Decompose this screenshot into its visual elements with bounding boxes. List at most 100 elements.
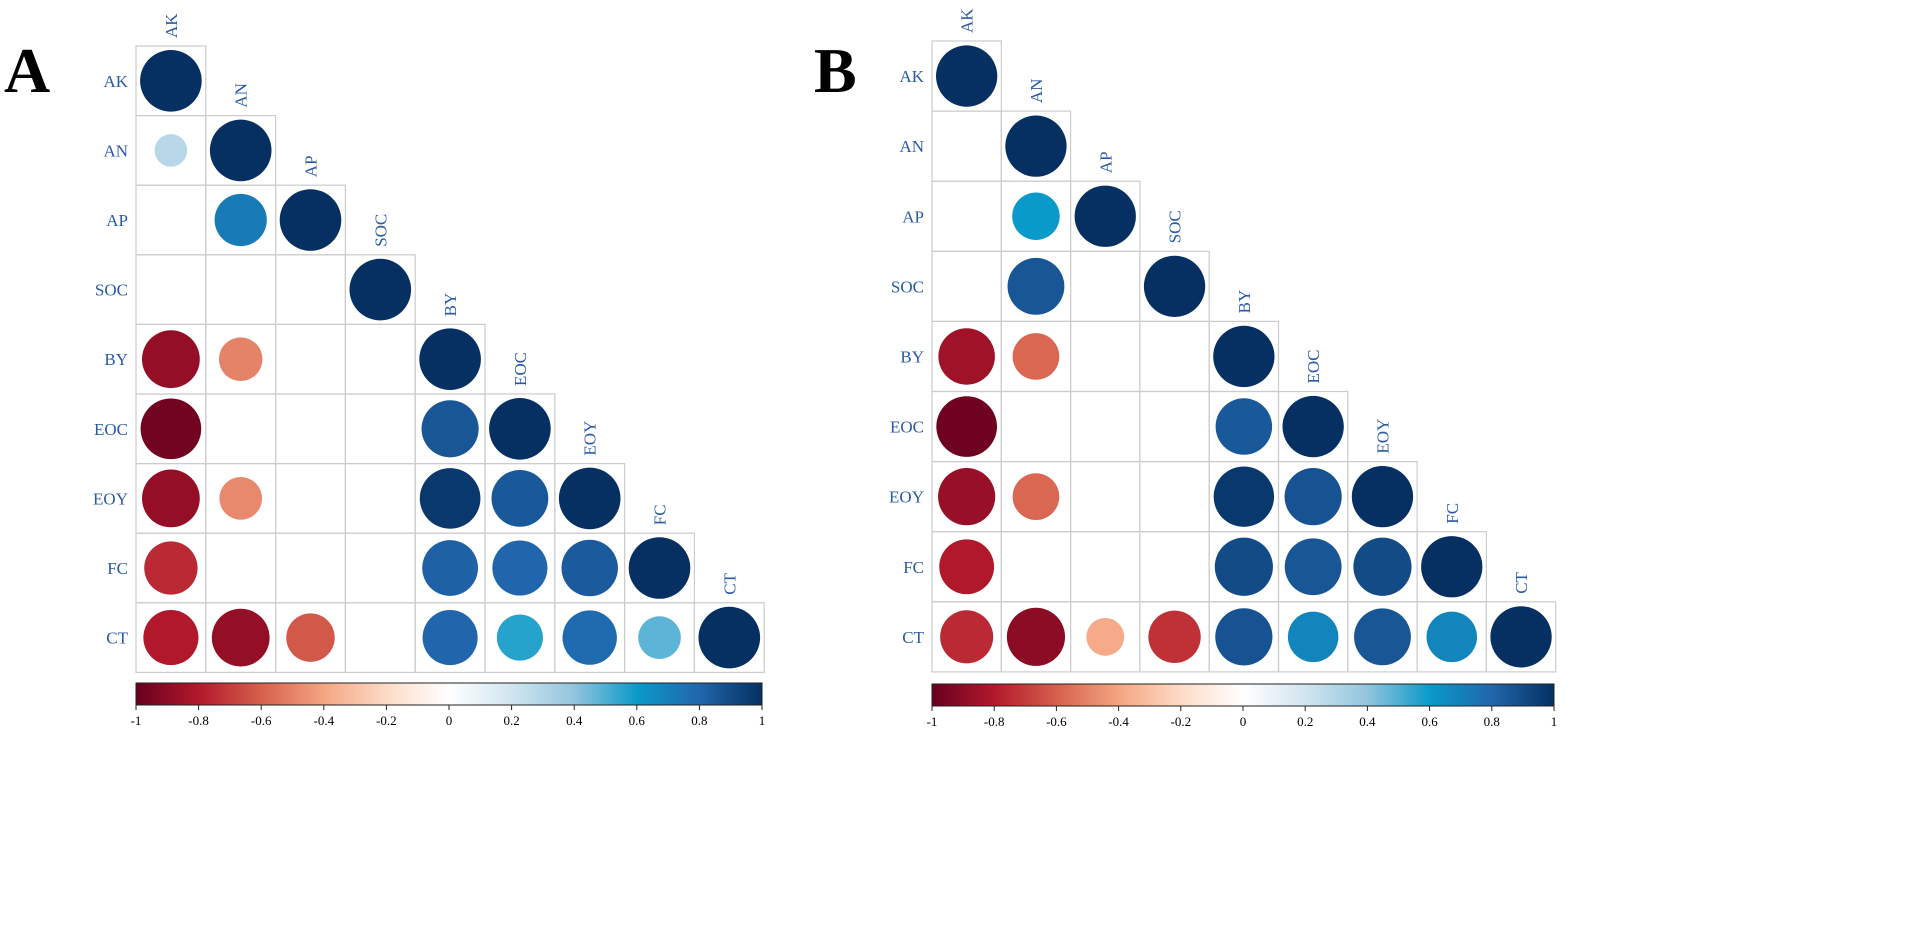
grid-cell-a-fc-an <box>205 532 277 604</box>
corr-circle-b-eoy-an <box>1012 473 1060 520</box>
row-label-a-ct: CT <box>106 629 128 648</box>
corr-circle-b-ak-ak <box>936 45 998 107</box>
colorbar-tick-label-a-1: -0.8 <box>188 713 209 728</box>
row-label-a-an: AN <box>103 141 128 160</box>
grid-cell-a-ct-ct <box>693 602 765 673</box>
corr-circle-b-by-by <box>1213 325 1275 388</box>
corr-circle-b-ct-an <box>1006 607 1066 666</box>
row-label-a-ap: AP <box>106 211 128 230</box>
colorbar-tick-label-b-8: 0.6 <box>1421 714 1438 729</box>
row-label-a-eoy: EOY <box>93 489 128 508</box>
panel-a-correlogram: A AK AN AP SOC BY EOC EOY FC CT AK AN AP SOC BY EOC EOY F… <box>4 13 765 728</box>
corr-circle-b-eoy-eoy <box>1351 466 1414 528</box>
grid-cell-a-fc-ap <box>275 532 347 604</box>
grid-cell-b-fc-soc <box>1139 531 1210 603</box>
col-label-a-by: BY <box>441 293 460 317</box>
corr-circle-a-ap-ap <box>279 189 342 251</box>
colorbar-tick-label-b-3: -0.4 <box>1108 714 1129 729</box>
colorbar-tick-label-b-0: -1 <box>927 714 938 729</box>
colorbar-b <box>931 683 1555 707</box>
row-label-a-soc: SOC <box>95 281 128 300</box>
row-label-b-an: AN <box>899 137 924 156</box>
grid-cell-a-eoc-soc <box>344 393 416 465</box>
grid-cell-b-eoc-ap <box>1069 390 1141 463</box>
corr-circle-a-ct-ct <box>698 606 761 669</box>
grid-cell-a-ct-soc <box>344 602 416 673</box>
row-label-b-fc: FC <box>903 558 924 577</box>
row-label-b-ap: AP <box>902 207 924 226</box>
colorbar-tick-label-a-10: 1 <box>759 713 766 728</box>
corr-circle-b-ap-an <box>1012 192 1060 240</box>
corr-circle-a-fc-eoc <box>492 540 548 596</box>
corr-circle-b-fc-ak <box>939 539 995 595</box>
col-label-a-ct: CT <box>720 572 739 594</box>
col-label-a-eoy: EOY <box>581 421 600 456</box>
grid-cell-a-by-ap <box>275 323 347 395</box>
grid-cell-b-ap-ak <box>931 180 1002 252</box>
panel-letter-b: B <box>814 35 857 106</box>
corr-circle-b-soc-soc <box>1143 255 1206 317</box>
corr-circle-b-an-an <box>1005 115 1067 177</box>
corr-circle-a-soc-soc <box>349 258 412 321</box>
row-label-b-ct: CT <box>902 628 924 647</box>
colorbar-tick-label-a-6: 0.2 <box>503 713 519 728</box>
grid-cell-a-eoc-ap <box>275 393 347 465</box>
corr-circle-a-ct-an <box>211 608 270 667</box>
grid-cell-b-ct-ct <box>1485 601 1557 673</box>
corr-circle-b-by-an <box>1012 333 1060 380</box>
colorbar-tick-label-b-1: -0.8 <box>984 714 1005 729</box>
colorbar-tick-label-b-7: 0.4 <box>1359 714 1376 729</box>
col-label-a-an: AN <box>232 83 251 108</box>
row-label-b-ak: AK <box>899 67 924 86</box>
corr-circle-a-fc-fc <box>628 537 691 599</box>
corr-circle-a-eoc-eoc <box>489 398 551 460</box>
grid-cell-b-eoc-an <box>1000 390 1072 463</box>
corr-circle-b-ct-soc <box>1148 610 1201 664</box>
grid-cell-a-eoc-an <box>205 393 277 465</box>
corr-circle-b-fc-by <box>1214 537 1273 596</box>
corr-circle-a-by-ak <box>142 330 200 389</box>
corr-circle-a-eoy-eoc <box>491 470 549 527</box>
corr-circle-b-ct-ap <box>1086 617 1125 656</box>
grid-cell-b-fc-an <box>1000 531 1072 603</box>
corr-circle-a-ct-by <box>422 610 478 666</box>
colorbar-a <box>135 682 763 706</box>
corr-circle-b-ct-ak <box>940 610 994 664</box>
corr-circle-b-eoy-by <box>1213 466 1275 527</box>
corr-circle-b-soc-an <box>1007 257 1065 315</box>
col-label-a-ak: AK <box>162 13 181 38</box>
corr-circle-a-ct-eoy <box>562 610 617 665</box>
colorbar-tick-label-a-9: 0.8 <box>691 713 707 728</box>
grid-cell-b-eoc-soc <box>1139 390 1210 463</box>
corr-circle-a-ak-ak <box>140 50 202 112</box>
col-label-b-ct: CT <box>1512 571 1531 593</box>
corr-circle-b-ct-fc <box>1426 611 1478 663</box>
grid-cell-a-fc-soc <box>344 532 416 604</box>
grid-cell-b-eoy-soc <box>1139 461 1210 533</box>
colorbar-tick-label-a-8: 0.6 <box>629 713 646 728</box>
col-label-b-eoc: EOC <box>1304 350 1323 384</box>
grid-cell-b-by-soc <box>1139 320 1210 393</box>
corr-circle-b-eoy-eoc <box>1284 468 1342 526</box>
corr-circle-b-fc-eoc <box>1284 538 1342 596</box>
colorbar-tick-label-b-9: 0.8 <box>1484 714 1500 729</box>
col-label-a-eoc: EOC <box>511 352 530 386</box>
grid-cell-b-fc-ap <box>1069 531 1141 603</box>
corr-circle-b-eoc-ak <box>936 396 997 457</box>
corr-circle-a-eoc-ak <box>140 398 202 460</box>
corr-circle-a-ct-ak <box>143 610 199 666</box>
col-label-b-by: BY <box>1235 290 1254 314</box>
corr-circle-a-by-an <box>218 337 263 381</box>
grid-cell-a-by-soc <box>344 323 416 395</box>
row-label-b-by: BY <box>900 347 924 366</box>
grid-cell-a-soc-an <box>205 254 277 326</box>
row-label-a-fc: FC <box>107 559 128 578</box>
corr-circle-b-eoc-eoc <box>1282 395 1344 458</box>
grid-cell-a-soc-ap <box>275 254 347 326</box>
corr-circle-a-eoy-eoy <box>558 467 621 530</box>
panel-letter-a: A <box>4 35 50 106</box>
row-label-b-eoy: EOY <box>889 488 924 507</box>
colorbar-tick-label-b-5: 0 <box>1240 714 1247 729</box>
corr-circle-b-eoy-ak <box>938 468 996 526</box>
grid-cell-b-by-ap <box>1069 320 1141 393</box>
